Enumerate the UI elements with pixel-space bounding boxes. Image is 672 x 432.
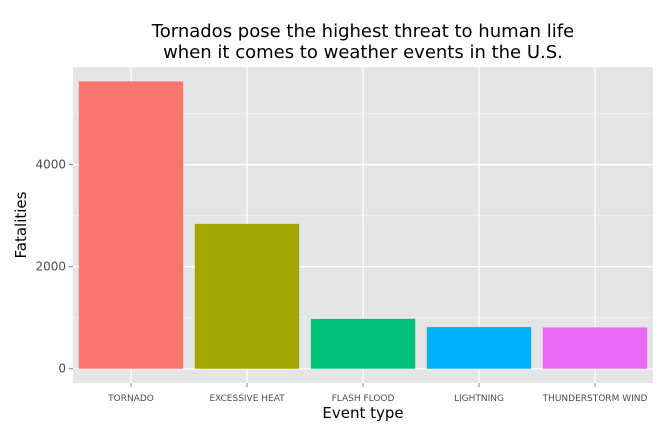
y-axis-ticks: 0 2000 4000	[35, 158, 73, 376]
chart-title-line-1: Tornados pose the highest threat to huma…	[151, 21, 574, 42]
y-tick-label: 4000	[35, 158, 66, 172]
x-axis-title: Event type	[322, 404, 403, 422]
chart-title-line-2: when it comes to weather events in the U…	[163, 42, 563, 63]
bars	[78, 81, 648, 369]
bar	[310, 318, 416, 369]
x-tick-label: THUNDERSTORM WIND	[542, 394, 648, 404]
x-tick-label: EXCESSIVE HEAT	[209, 394, 285, 404]
x-tick-label: FLASH FLOOD	[332, 394, 395, 404]
y-tick-label: 0	[58, 362, 66, 376]
y-axis-title: Fatalities	[12, 191, 30, 258]
bar	[542, 327, 648, 369]
x-axis-ticks: TORNADO EXCESSIVE HEAT FLASH FLOOD LIGHTNIN…	[107, 383, 647, 404]
bar	[78, 81, 184, 369]
y-tick-label: 2000	[35, 260, 66, 274]
bar	[426, 327, 532, 369]
x-tick-label: TORNADO	[107, 394, 154, 404]
x-tick-label: LIGHTNING	[454, 394, 504, 404]
bar	[194, 223, 300, 369]
